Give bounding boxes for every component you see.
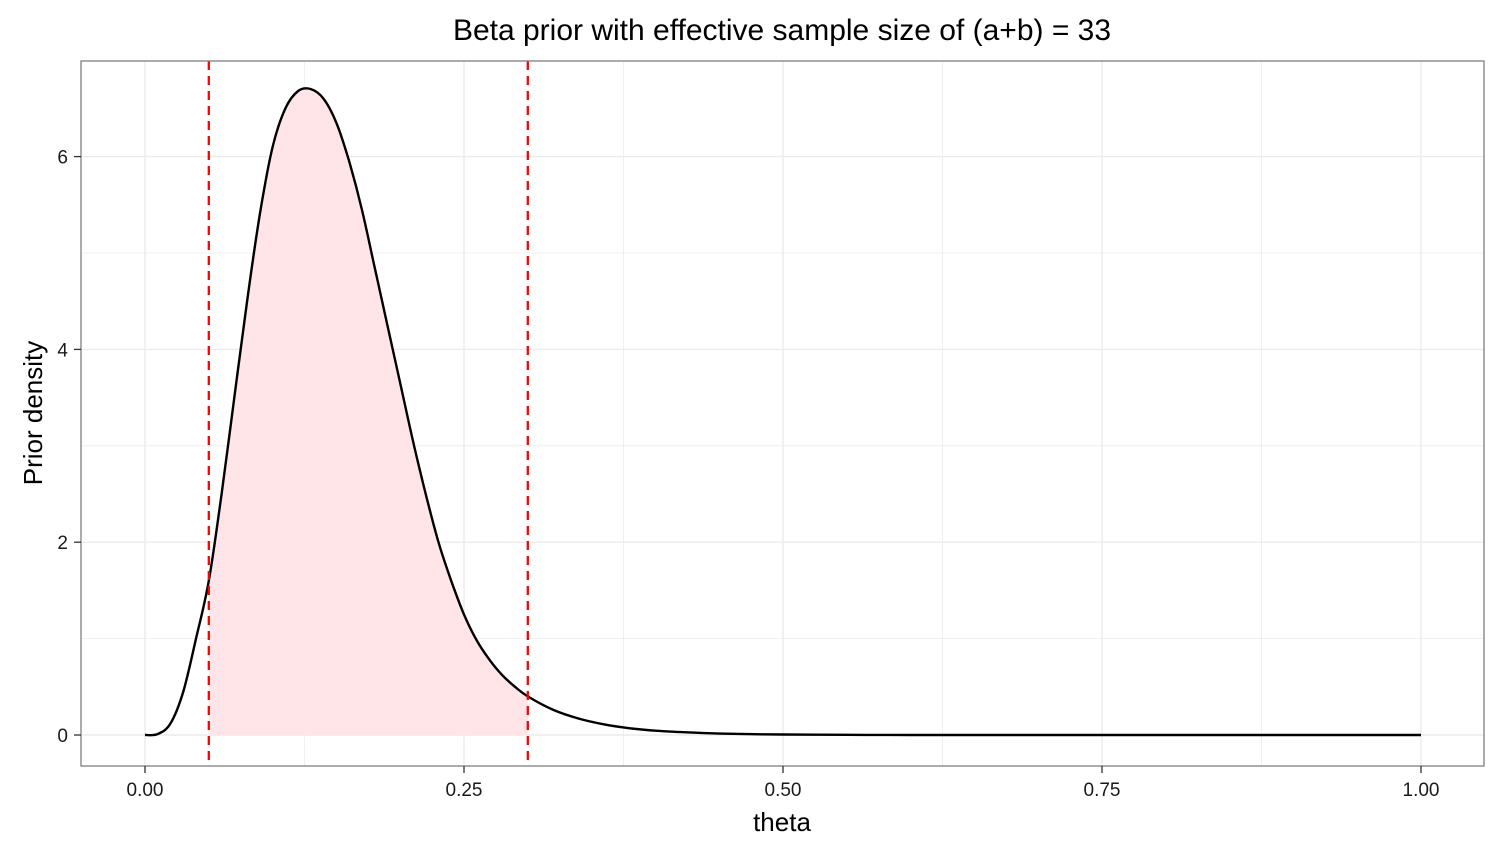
y-tick-label: 4 [57, 340, 68, 361]
y-tick-label: 2 [57, 533, 68, 554]
x-axis-title: theta [753, 807, 811, 837]
interval-bounds [207, 61, 529, 766]
chart-title: Beta prior with effective sample size of… [453, 14, 1111, 47]
density-curve [144, 87, 1421, 737]
x-tick-label: 1.00 [1403, 780, 1440, 801]
x-tick-label: 0.00 [127, 780, 164, 801]
x-tick-label: 0.75 [1084, 780, 1121, 801]
y-axis-title: Prior density [18, 341, 48, 486]
y-tick-label: 6 [57, 148, 68, 169]
x-tick-label: 0.25 [446, 780, 483, 801]
y-axis: 0 2 4 6 [57, 148, 81, 747]
x-axis: 0.00 0.25 0.50 0.75 1.00 [127, 766, 1440, 801]
x-tick-label: 0.50 [765, 780, 802, 801]
y-tick-label: 0 [57, 726, 68, 747]
